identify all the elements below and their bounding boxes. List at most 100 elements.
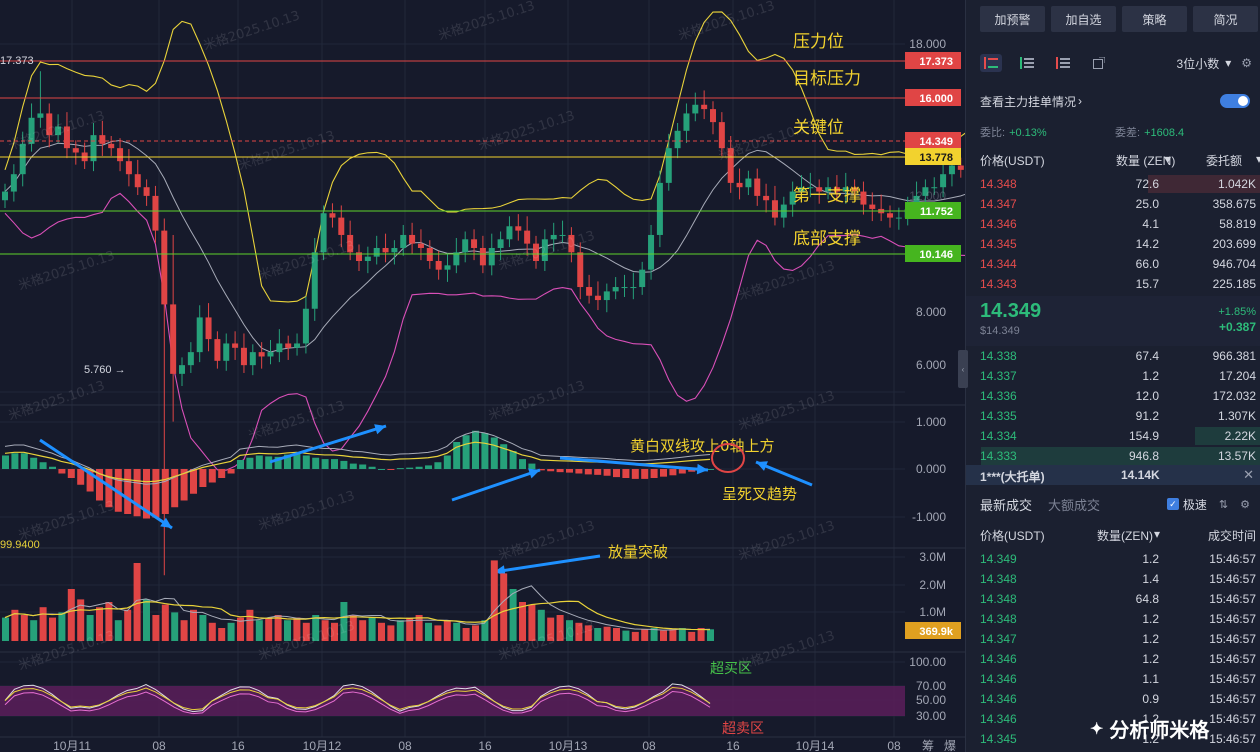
tab-latest-trades[interactable]: 最新成交 (980, 497, 1033, 513)
trade-row[interactable]: 14.346 0.9 15:46:57 (966, 689, 1260, 709)
collapse-panel-handle[interactable]: ‹ (958, 350, 968, 388)
mainforce-toggle[interactable] (1220, 94, 1250, 108)
price-axis-label: 12.000 (909, 189, 946, 203)
precision-select[interactable]: 3位小数 ▾ (1177, 55, 1232, 72)
fast-checkbox[interactable]: ✓ 极速 (1166, 496, 1207, 513)
blue-arrow-head (528, 468, 540, 479)
row-qty: 1.2 (1142, 632, 1159, 646)
header-qty[interactable]: 数量 (ZEN) (1116, 154, 1176, 168)
candle-body (940, 174, 947, 188)
candle-body (294, 343, 301, 348)
trade-row[interactable]: 14.348 1.2 15:46:57 (966, 609, 1260, 629)
caret-down-icon: ▾ (1256, 152, 1260, 166)
candle-body (285, 343, 292, 348)
candle-body (462, 239, 469, 253)
trades-header-qty[interactable]: 数量(ZEN) (1097, 529, 1153, 543)
row-price: 14.336 (980, 389, 1017, 403)
time-axis-label: 16 (726, 739, 740, 752)
macd-left-label: 99.9400 (0, 539, 40, 551)
ask-row[interactable]: 14.343 15.7 225.185 (966, 274, 1260, 294)
volume-bar (453, 622, 461, 641)
row-price: 14.345 (980, 732, 1017, 746)
settings-icon[interactable]: ⚙ (1240, 498, 1250, 511)
ask-row[interactable]: 14.346 4.1 58.819 (966, 214, 1260, 234)
chart-canvas[interactable]: 17.373 压力位 16.000 目标压力 14.349 关键位 13.778 11.752… (0, 0, 965, 752)
ask-row[interactable]: 14.344 66.0 946.704 (966, 254, 1260, 274)
volume-bar (30, 620, 38, 641)
popout-icon[interactable] (1088, 54, 1110, 72)
ask-row[interactable]: 14.345 14.2 203.699 (966, 234, 1260, 254)
candle-body (683, 113, 690, 131)
trade-row[interactable]: 14.348 1.4 15:46:57 (966, 569, 1260, 589)
depth-bar (1195, 427, 1260, 445)
candle-body (524, 230, 531, 244)
mainforce-label[interactable]: 查看主力挂单情况 (980, 94, 1077, 109)
row-qty: 1.4 (1142, 572, 1159, 586)
macd-histogram-bar (707, 469, 714, 470)
bid-row[interactable]: 14.334 154.9 2.22K (966, 426, 1260, 446)
volume-bar (575, 622, 583, 641)
trade-row[interactable]: 14.346 1.1 15:46:57 (966, 669, 1260, 689)
trade-row[interactable]: 14.349 1.2 15:46:57 (966, 549, 1260, 569)
volume-bar (161, 604, 169, 641)
header-amount[interactable]: 委托额 (1206, 154, 1243, 168)
bid-row[interactable]: 14.333 946.8 13.57K (966, 446, 1260, 466)
rsi-axis-label: 70.00 (916, 679, 946, 693)
orderbook-asks-icon[interactable] (1052, 54, 1074, 72)
bid-row[interactable]: 14.335 91.2 1.307K (966, 406, 1260, 426)
row-price: 14.347 (980, 632, 1017, 646)
watermark-text: 米格2025.10.13 (486, 378, 586, 424)
trade-row[interactable]: 14.348 64.8 15:46:57 (966, 589, 1260, 609)
volume-bar (124, 609, 132, 641)
candle-body (152, 195, 159, 231)
candle-body (28, 117, 35, 144)
add-alert-button[interactable]: 加预警 (980, 6, 1045, 32)
macd-histogram-bar (490, 437, 498, 469)
settings-icon[interactable]: ⚙ (1241, 56, 1252, 70)
candle-body (320, 213, 327, 253)
volume-bar (537, 609, 545, 641)
level-tag (905, 52, 961, 69)
volume-bar (594, 628, 602, 641)
volume-bar (246, 609, 254, 641)
sort-icon[interactable]: ⇅ (1218, 498, 1229, 511)
row-price: 14.337 (980, 369, 1017, 383)
candle-body (612, 287, 619, 292)
price-axis-label: 18.000 (909, 37, 946, 51)
trade-row[interactable]: 14.347 1.2 15:46:57 (966, 629, 1260, 649)
ask-row[interactable]: 14.348 72.6 1.042K (966, 174, 1260, 194)
candle-body (240, 347, 247, 366)
volume-bar (274, 615, 282, 641)
candle-body (515, 226, 522, 231)
tab-large-trades[interactable]: 大额成交 (1048, 497, 1101, 513)
bid-row[interactable]: 14.336 12.0 172.032 (966, 386, 1260, 406)
chart-area[interactable]: 17.373 压力位 16.000 目标压力 14.349 关键位 13.778 11.752… (0, 0, 965, 752)
candle-body (409, 234, 416, 244)
trade-row[interactable]: 14.346 1.2 15:46:57 (966, 649, 1260, 669)
trade-row[interactable]: 14.346 1.2 15:46:57 (966, 709, 1260, 729)
close-icon[interactable]: ✕ (1243, 467, 1254, 482)
macd-histogram-bar (462, 435, 470, 469)
bid-row[interactable]: 14.337 1.2 17.204 (966, 366, 1260, 386)
trade-row[interactable]: 14.345 1.2 15:46:57 (966, 729, 1260, 749)
macd-histogram-bar (20, 453, 28, 469)
add-watchlist-button[interactable]: 加自选 (1051, 6, 1116, 32)
overview-button[interactable]: 简况 (1193, 6, 1258, 32)
bid-row[interactable]: 14.338 67.4 966.381 (966, 346, 1260, 366)
macd-histogram-bar (472, 430, 479, 469)
volume-bar (331, 622, 338, 641)
fast-label: 极速 (1182, 497, 1207, 512)
volume-bar (11, 609, 19, 641)
candle-body (90, 135, 97, 162)
macd-histogram-bar (378, 469, 385, 470)
macd-histogram-bar (302, 455, 310, 469)
ask-row[interactable]: 14.347 25.0 358.675 (966, 194, 1260, 214)
candle-body (869, 204, 876, 209)
strategy-button[interactable]: 策略 (1122, 6, 1187, 32)
volume-bar (67, 589, 75, 641)
row-time: 15:46:57 (1209, 632, 1256, 646)
candle-body (754, 178, 761, 196)
macd-histogram-bar (312, 457, 320, 469)
orderbook-both-icon[interactable] (980, 54, 1002, 72)
orderbook-bids-icon[interactable] (1016, 54, 1038, 72)
